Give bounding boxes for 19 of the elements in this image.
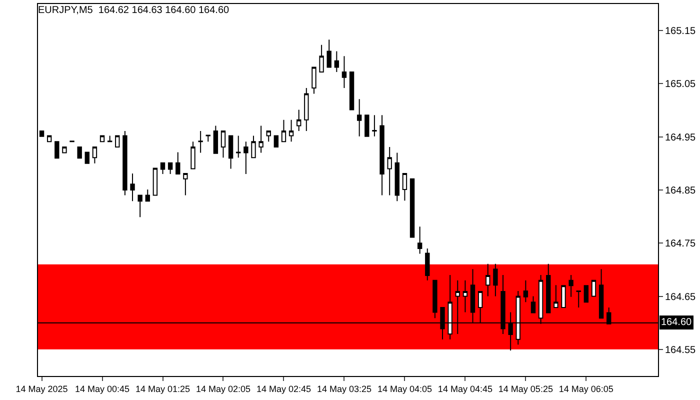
y-tick-label: 164.75 xyxy=(665,238,696,250)
x-tick-label: 14 May 02:05 xyxy=(196,384,251,394)
x-tick-label: 14 May 2025 xyxy=(16,384,68,394)
chart-title: EURJPY,M5 164.62 164.63 164.60 164.60 xyxy=(38,5,230,16)
x-tick-label: 14 May 01:25 xyxy=(135,384,190,394)
y-tick-label: 164.85 xyxy=(665,186,696,196)
x-tick-label: 14 May 04:45 xyxy=(438,384,492,394)
x-tick-label: 14 May 02:45 xyxy=(256,384,312,394)
y-tick-label: 164.55 xyxy=(665,344,696,356)
x-tick-label: 14 May 03:25 xyxy=(316,384,372,394)
ref-line-label: 164.60 xyxy=(661,317,692,328)
x-tick-label: 14 May 04:05 xyxy=(377,384,432,394)
y-tick-label: 165.15 xyxy=(665,26,696,38)
x-tick-label: 14 May 05:25 xyxy=(498,384,553,394)
x-tick-label: 14 May 06:05 xyxy=(558,384,614,394)
y-tick-label: 165.05 xyxy=(665,79,696,90)
y-tick-label: 164.65 xyxy=(665,292,696,303)
y-tick-label: 164.95 xyxy=(665,132,696,144)
x-tick-label: 14 May 00:45 xyxy=(74,384,130,394)
